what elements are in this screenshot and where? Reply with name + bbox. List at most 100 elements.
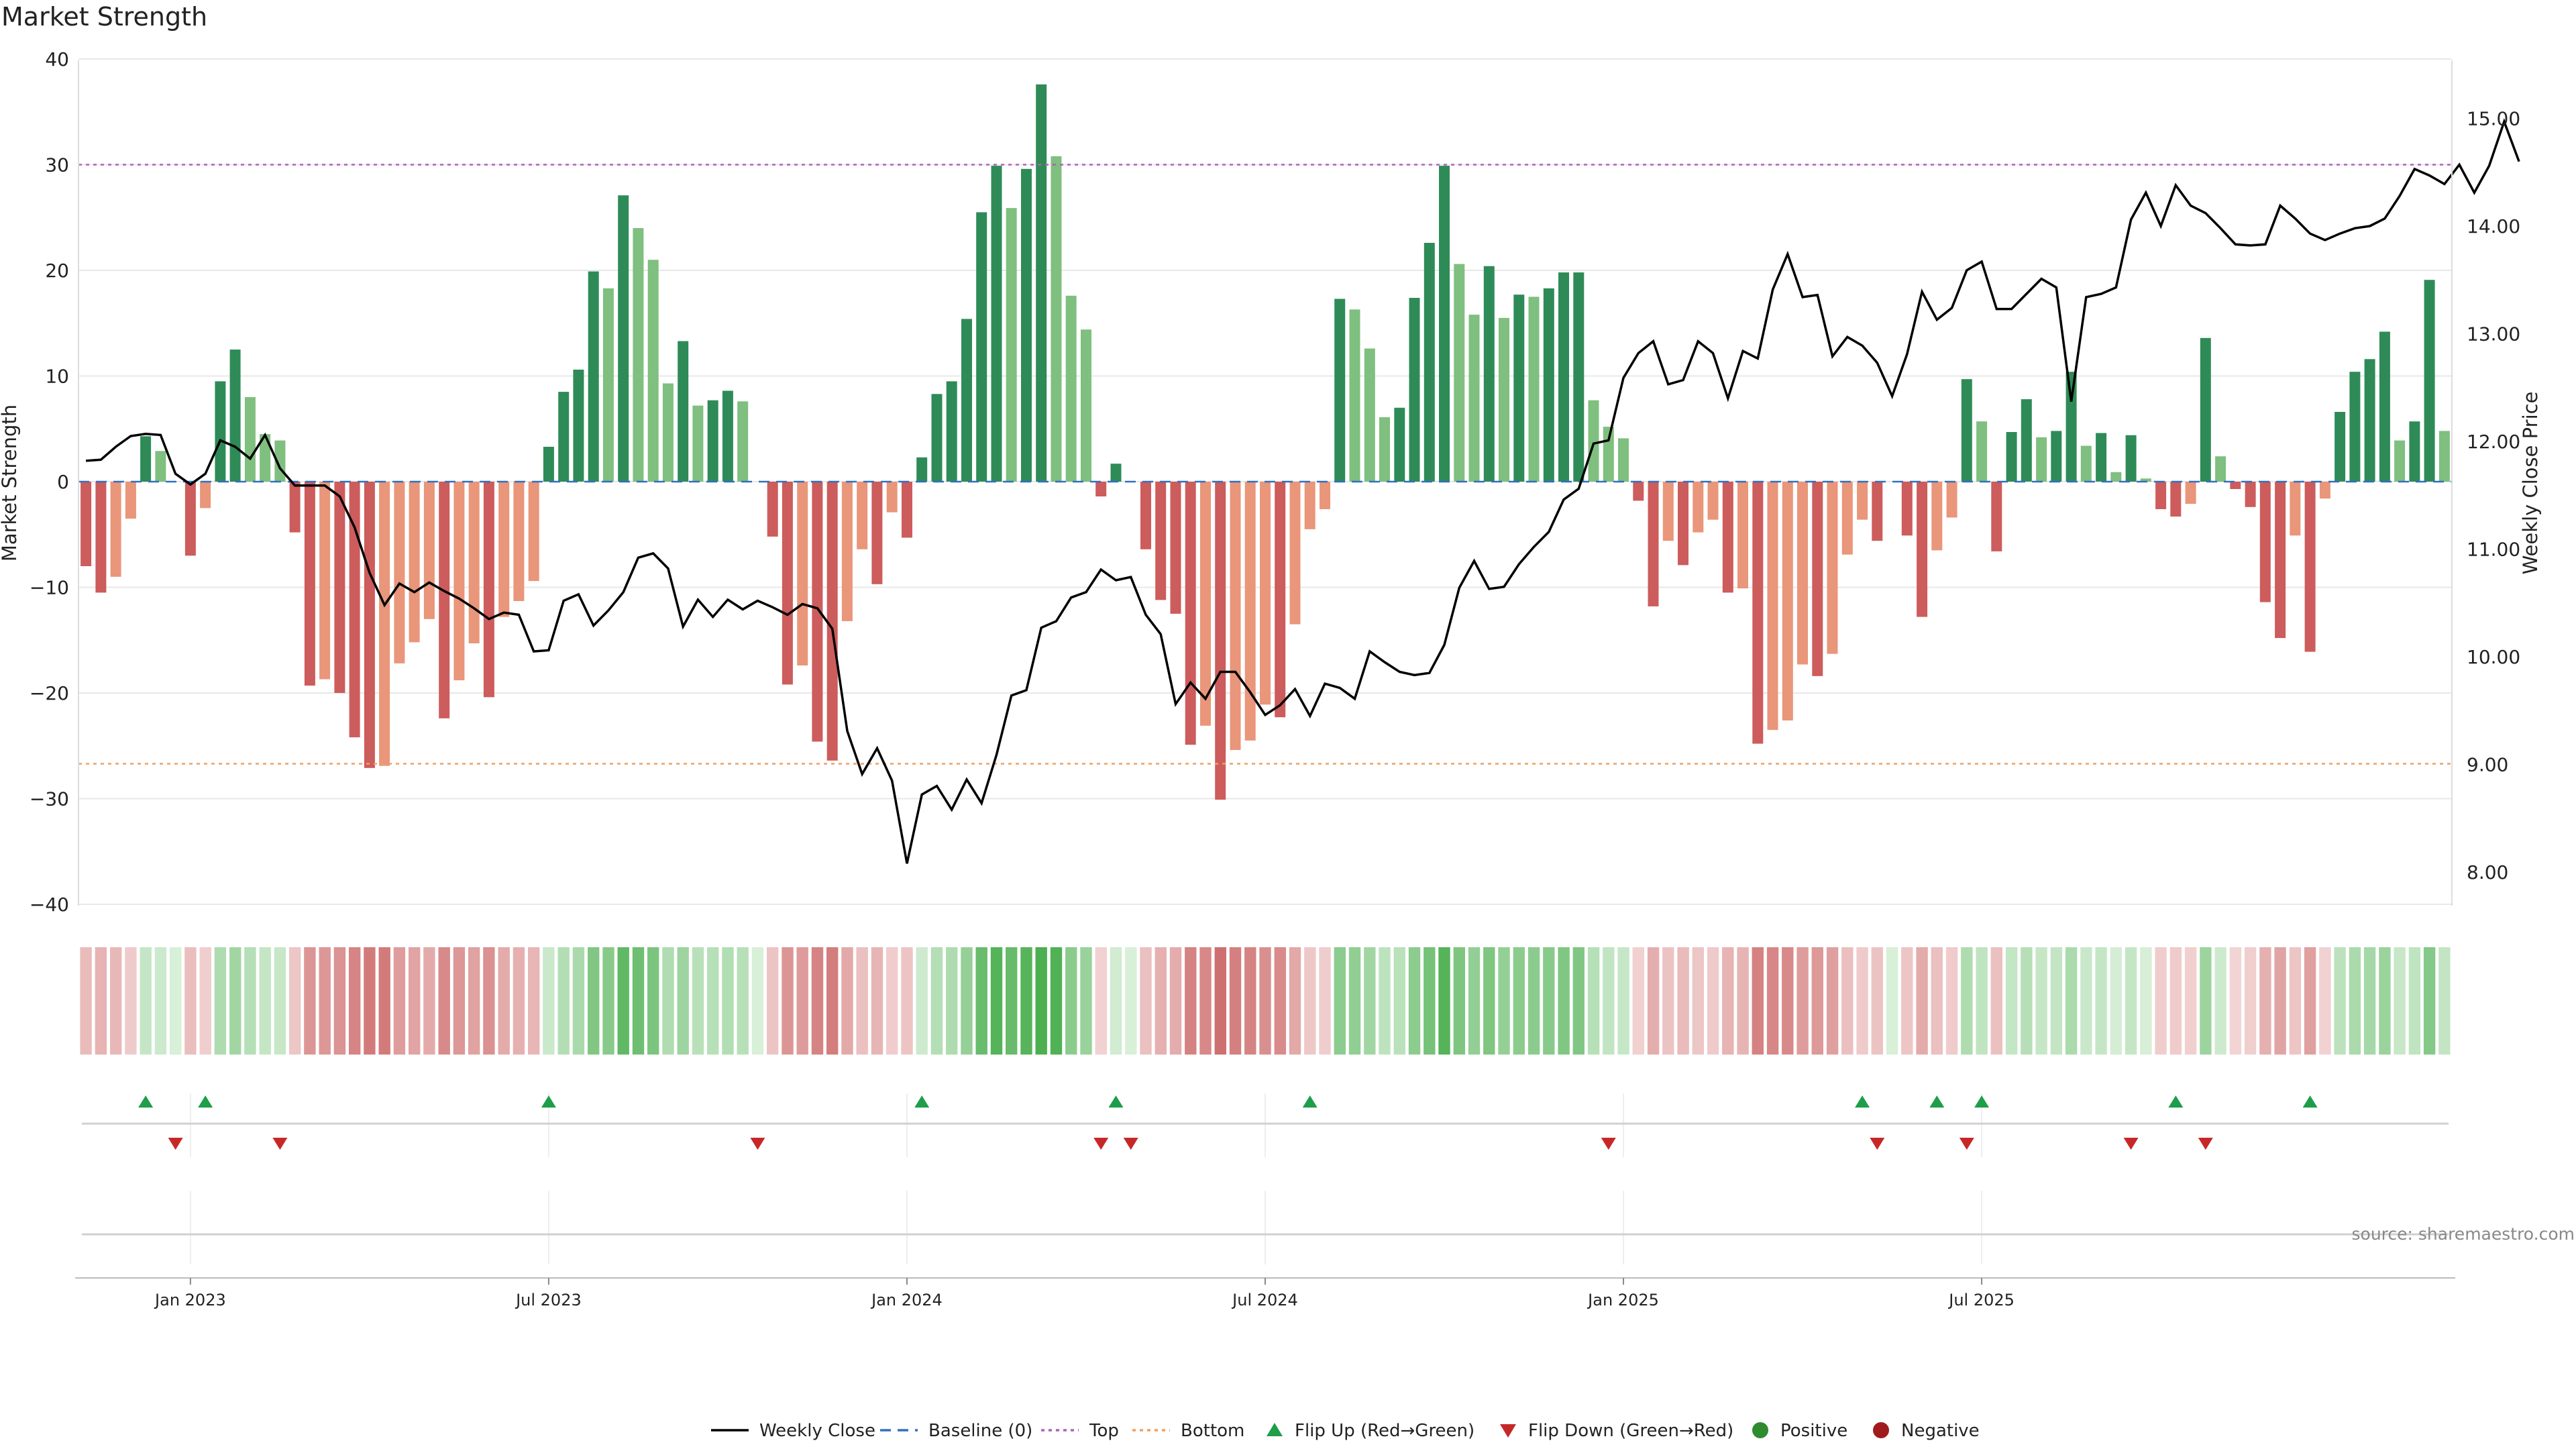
heat-cell — [677, 947, 689, 1055]
y2-tick-label: 11.00 — [2467, 539, 2520, 561]
heat-cell — [2021, 947, 2033, 1055]
heat-cell — [2319, 947, 2331, 1055]
flip-down-marker — [2198, 1138, 2213, 1150]
strength-bar — [244, 397, 256, 482]
heat-cell — [1140, 947, 1152, 1055]
strength-bar — [1364, 348, 1375, 482]
strength-bar — [767, 482, 778, 537]
heat-cell — [2244, 947, 2257, 1055]
strength-bar — [931, 394, 943, 482]
heat-cell — [1990, 947, 2002, 1055]
heat-cell — [811, 947, 824, 1055]
y-axis-right: 15.00 14.00 13.00 12.00 11.00 10.00 9.00 8.00 — [2451, 60, 2520, 906]
heat-cell — [1393, 947, 1405, 1055]
heat-cell — [1782, 947, 1794, 1055]
heat-cell — [1110, 947, 1122, 1055]
heat-cell — [1304, 947, 1316, 1055]
strength-bar — [1767, 482, 1778, 731]
strength-bar — [200, 482, 211, 508]
heat-cell — [1035, 947, 1047, 1055]
heat-cell — [498, 947, 510, 1055]
strength-bar — [1170, 482, 1181, 614]
heat-cell — [1169, 947, 1182, 1055]
strength-bar — [140, 436, 152, 482]
strength-bar — [871, 482, 883, 584]
strength-bar — [2110, 472, 2122, 482]
strength-bar — [2409, 421, 2420, 482]
heat-cell — [2005, 947, 2018, 1055]
flip-down-marker — [168, 1138, 183, 1150]
heat-cell — [1901, 947, 1913, 1055]
heat-cell — [2169, 947, 2182, 1055]
heat-cell — [154, 947, 167, 1055]
strength-bar — [483, 482, 494, 698]
heat-cell — [617, 947, 629, 1055]
heat-cell — [1961, 947, 1973, 1055]
source-note: source: sharemaestro.com — [2352, 1224, 2575, 1244]
strength-bar — [678, 341, 689, 482]
strength-bar — [886, 482, 898, 513]
heat-cell — [2274, 947, 2286, 1055]
heat-cell — [886, 947, 898, 1055]
heat-cell — [304, 947, 316, 1055]
heat-cell — [557, 947, 570, 1055]
heat-cell — [975, 947, 987, 1055]
heat-cell — [2408, 947, 2421, 1055]
strength-bar — [1379, 417, 1390, 482]
strength-bar — [1618, 438, 1629, 482]
strength-bar — [2185, 482, 2196, 504]
heat-cell — [2438, 947, 2451, 1055]
strength-bar — [334, 482, 345, 693]
heat-cell — [1976, 947, 1988, 1055]
heat-cell — [1677, 947, 1689, 1055]
legend-label: Flip Up (Red→Green) — [1295, 1421, 1474, 1441]
strength-bar — [961, 319, 972, 482]
strength-bar — [1200, 482, 1211, 726]
y-tick-label: −10 — [30, 577, 69, 599]
heat-cell — [2259, 947, 2271, 1055]
strength-bar — [1081, 329, 1091, 482]
strength-bar — [1021, 168, 1032, 482]
heat-cell — [244, 947, 256, 1055]
strength-bar — [2424, 280, 2435, 482]
strength-bar — [2438, 431, 2450, 482]
heat-cell — [1647, 947, 1660, 1055]
heat-cell — [1662, 947, 1674, 1055]
strength-bar — [662, 383, 674, 482]
heat-cell — [543, 947, 555, 1055]
heat-cell — [1080, 947, 1092, 1055]
strength-bar — [513, 482, 525, 601]
heat-cell — [647, 947, 659, 1055]
flip-up-marker — [2168, 1095, 2184, 1108]
strength-bar — [1095, 482, 1107, 496]
strength-bar — [916, 457, 928, 482]
strength-bar — [2259, 482, 2271, 602]
heat-cell — [1707, 947, 1719, 1055]
heat-cell — [751, 947, 764, 1055]
reference-lines — [78, 164, 2452, 765]
strength-bar — [782, 482, 793, 685]
heat-cell — [961, 947, 973, 1055]
heat-cell — [1334, 947, 1346, 1055]
heat-cell — [1244, 947, 1256, 1055]
strength-bar — [1662, 482, 1674, 541]
heat-cell — [513, 947, 525, 1055]
heat-cell — [2184, 947, 2197, 1055]
strength-bar — [229, 350, 241, 482]
strength-bar — [1707, 482, 1719, 520]
heat-cell — [2214, 947, 2226, 1055]
heat-cell — [2349, 947, 2361, 1055]
strength-bar — [439, 482, 450, 718]
strength-bar — [1424, 243, 1435, 482]
heat-cell — [737, 947, 749, 1055]
strength-bar — [1872, 482, 1883, 541]
strength-bar — [319, 482, 331, 680]
strength-bar — [110, 482, 121, 577]
strength-bar — [1603, 427, 1614, 482]
strength-bar — [1961, 379, 1972, 482]
heat-cell — [1214, 947, 1226, 1055]
heat-cell — [1916, 947, 1928, 1055]
strength-bar — [1065, 295, 1077, 482]
heat-cell — [468, 947, 480, 1055]
strength-bar — [1693, 482, 1704, 533]
